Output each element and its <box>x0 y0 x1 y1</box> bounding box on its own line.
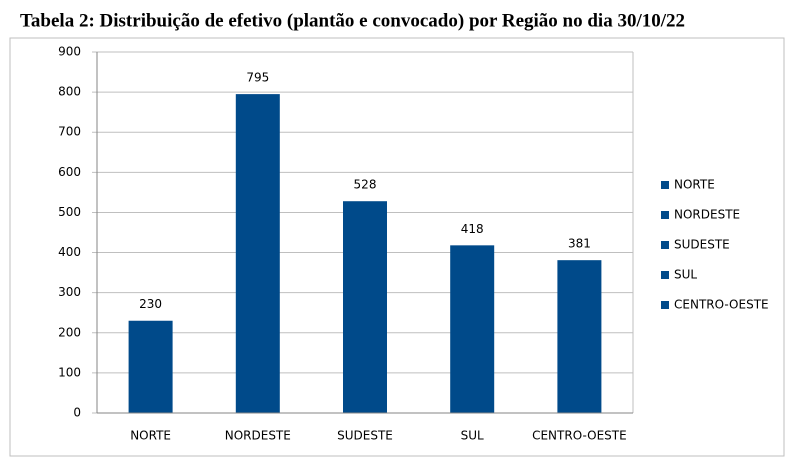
y-tick-label: 100 <box>58 365 81 379</box>
x-tick-label: NORDESTE <box>225 429 291 443</box>
data-label: 230 <box>139 297 162 311</box>
chart-title: Tabela 2: Distribuição de efetivo (plant… <box>20 10 685 31</box>
y-tick-label: 900 <box>58 45 81 59</box>
legend-swatch <box>661 301 669 309</box>
y-tick-label: 200 <box>58 325 81 339</box>
x-tick-label: CENTRO-OESTE <box>532 429 627 443</box>
legend-label: CENTRO-OESTE <box>674 298 769 312</box>
y-tick-label: 700 <box>58 125 81 139</box>
legend-swatch <box>661 181 669 189</box>
data-label: 381 <box>568 237 591 251</box>
y-tick-label: 0 <box>73 406 81 420</box>
data-label: 528 <box>354 178 377 192</box>
y-tick-label: 800 <box>58 85 81 99</box>
x-tick-label: SUL <box>461 429 484 443</box>
legend-label: NORTE <box>674 178 715 192</box>
legend-label: NORDESTE <box>674 208 740 222</box>
x-tick-label: SUDESTE <box>337 429 393 443</box>
legend-swatch <box>661 271 669 279</box>
y-tick-label: 400 <box>58 245 81 259</box>
x-tick-label: NORTE <box>130 429 171 443</box>
y-tick-label: 500 <box>58 205 81 219</box>
legend-label: SUDESTE <box>674 238 730 252</box>
bar <box>343 201 387 413</box>
bar <box>235 94 280 413</box>
chart-frame <box>9 37 785 457</box>
bar <box>450 245 495 413</box>
legend-swatch <box>661 211 669 219</box>
bar <box>128 320 173 413</box>
legend-label: SUL <box>674 268 697 282</box>
y-tick-label: 300 <box>58 285 81 299</box>
y-tick-label: 600 <box>58 165 81 179</box>
data-label: 795 <box>246 71 269 85</box>
data-label: 418 <box>461 222 484 236</box>
legend-swatch <box>661 241 669 249</box>
bar <box>557 260 602 413</box>
